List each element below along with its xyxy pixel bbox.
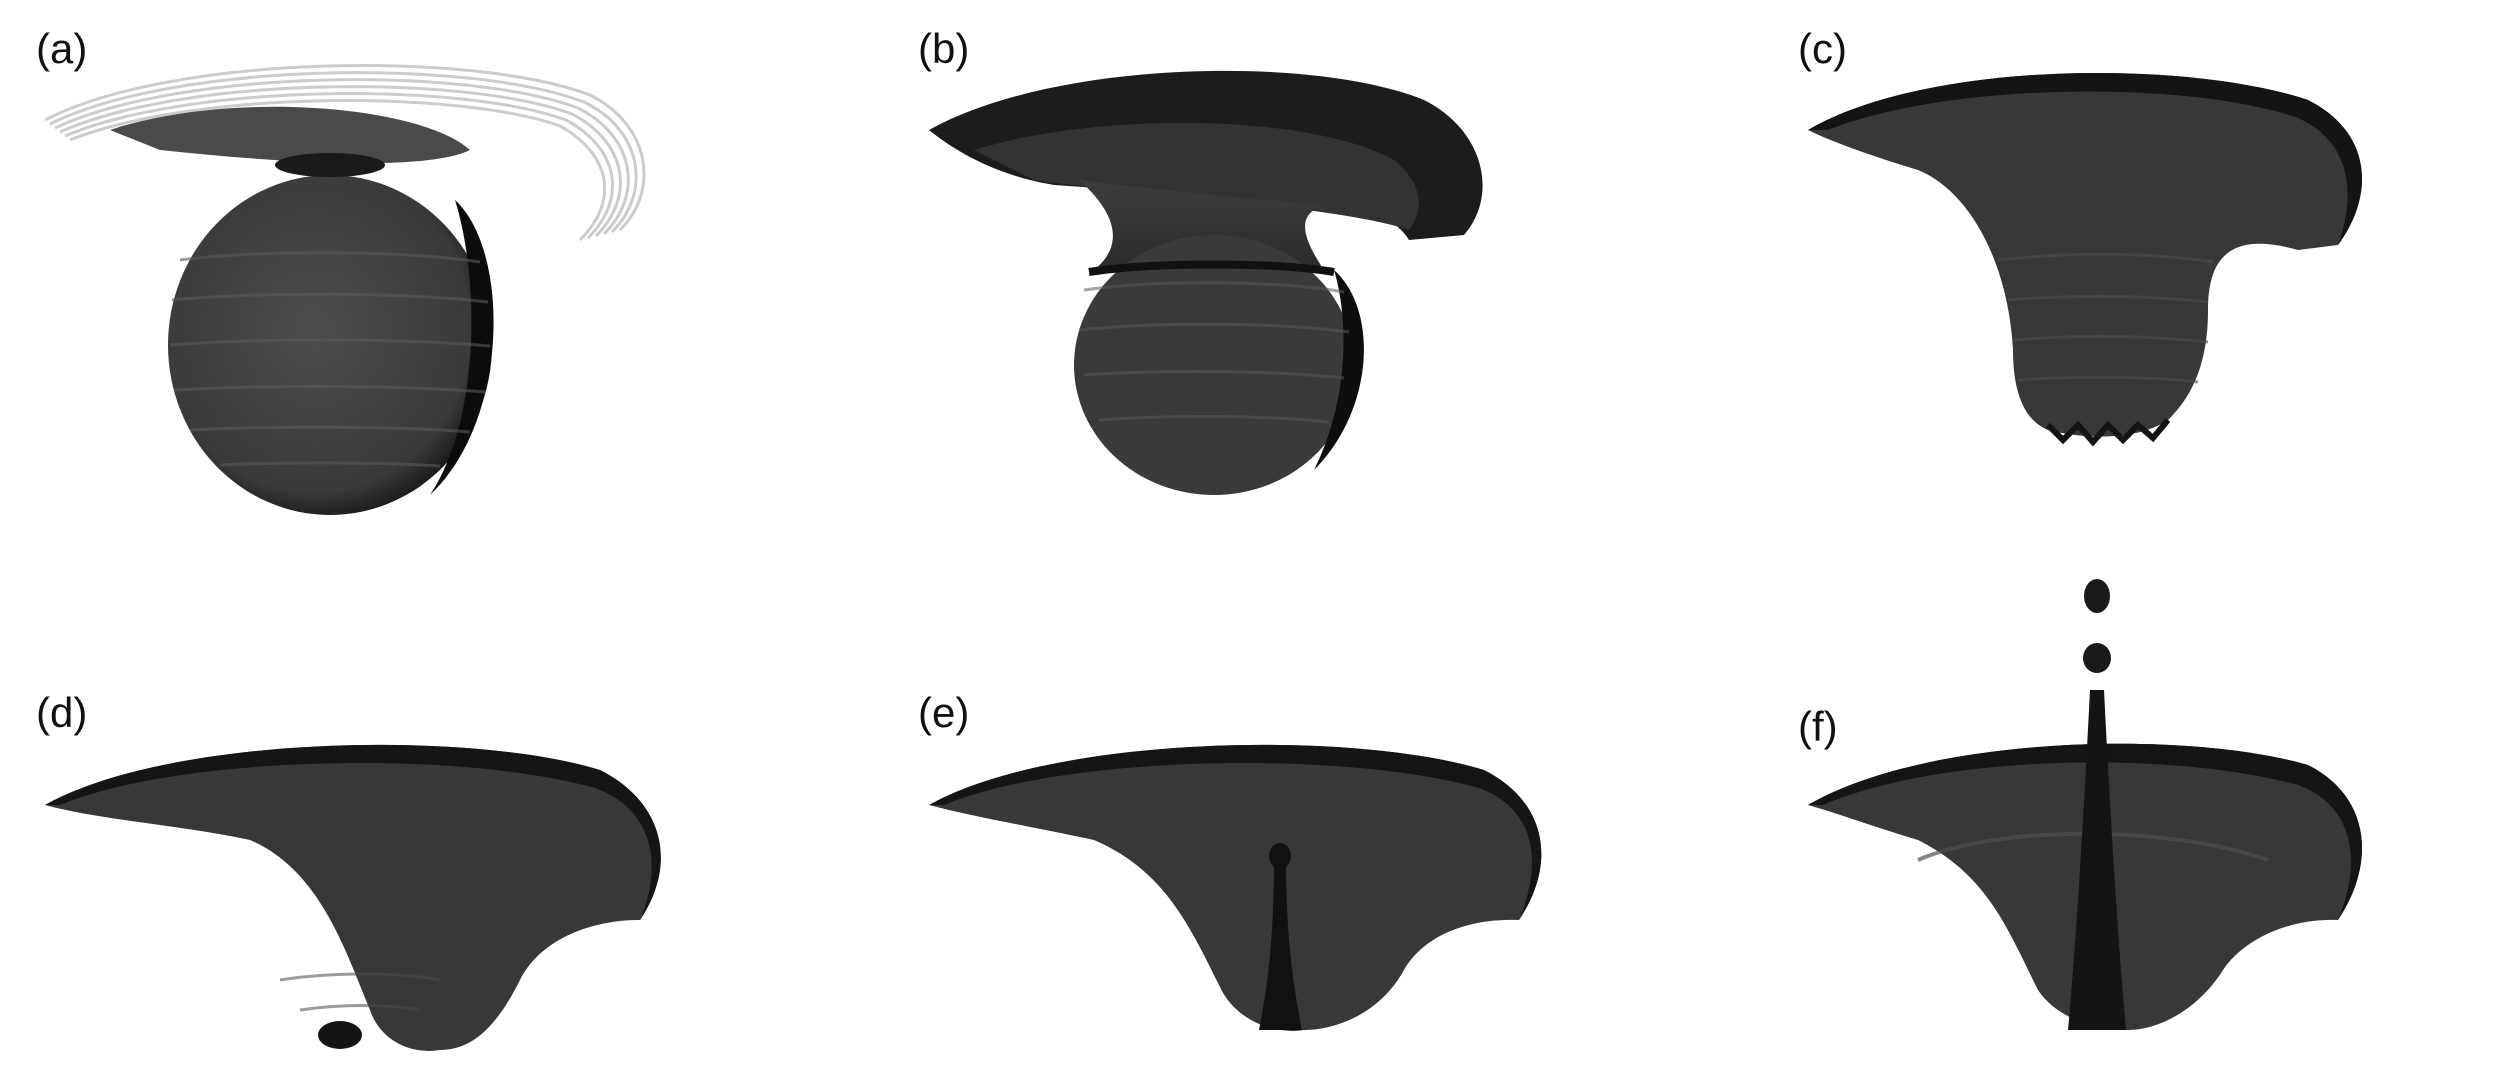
panel-f: (f): [1668, 540, 2502, 1080]
funnel-surface: [45, 744, 661, 1051]
droplet: [1074, 235, 1354, 495]
droplet-rim: [1314, 270, 1364, 470]
panel-d-label: (d): [36, 689, 88, 736]
panel-c-label: (c): [1798, 25, 1847, 72]
panel-d: (d): [0, 540, 834, 1080]
panel-b: (b): [834, 0, 1668, 540]
sphere-rim-shadow: [430, 200, 494, 495]
panel-b-render: [929, 70, 1483, 495]
panel-d-render: [45, 744, 661, 1051]
ghost-sheet-rings: [44, 64, 646, 242]
funnel-bands: [279, 972, 441, 1012]
droplet-bands: [1078, 281, 1350, 424]
panel-a-render: [44, 64, 646, 515]
panel-a: (a): [0, 0, 834, 540]
neck: [275, 153, 385, 177]
tip-bump: [318, 1021, 362, 1049]
jet: [2068, 690, 2126, 1030]
neck-band: [1088, 260, 1335, 276]
panel-f-label: (f): [1798, 703, 1838, 750]
panel-e-render: [929, 744, 1542, 1031]
panel-e: (e): [834, 540, 1668, 1080]
sheet-shadow: [110, 106, 470, 164]
panel-c: (c): [1668, 0, 2502, 540]
panel-c-render: [1808, 72, 2362, 447]
sphere-bands: [169, 251, 491, 468]
funnel-bands: [1997, 252, 2214, 384]
sheet-inner: [974, 122, 1419, 230]
panel-a-label: (a): [36, 25, 88, 72]
funnel-tip-ripples: [2045, 418, 2171, 447]
panel-f-render: [1808, 579, 2362, 1030]
jet-tip-drop: [2083, 643, 2111, 673]
panel-e-label: (e): [918, 689, 970, 736]
jet: [1259, 860, 1302, 1030]
funnel-surface: [929, 744, 1542, 1031]
panel-b-label: (b): [918, 25, 970, 72]
jet-tip: [1269, 843, 1291, 869]
ejected-droplet: [2084, 579, 2110, 613]
